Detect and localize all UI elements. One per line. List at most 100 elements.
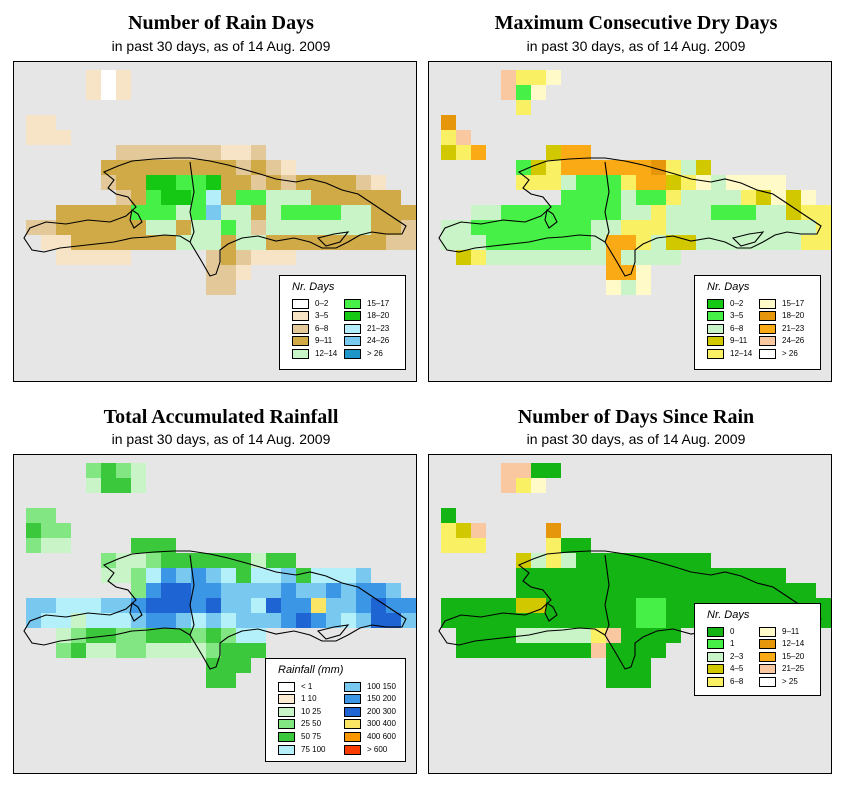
grid-cell	[636, 613, 651, 628]
grid-cell	[501, 70, 516, 85]
grid-cell	[86, 478, 101, 493]
grid-cell	[146, 175, 161, 190]
grid-cell	[666, 175, 681, 190]
days-since-rain-legend: Nr. Days 0 1 2–3 4–5 6–8 9–11 12–14 15–20 21–25 > …	[694, 603, 821, 696]
grid-cell	[441, 508, 456, 523]
legend-entry: 18–20	[344, 311, 389, 322]
legend-label: 0–2	[730, 298, 744, 308]
legend-entry: 24–26	[344, 336, 389, 347]
grid-cell	[576, 160, 591, 175]
grid-cell	[251, 160, 266, 175]
grid-cell	[161, 175, 176, 190]
grid-cell	[681, 553, 696, 568]
grid-cell	[786, 583, 801, 598]
legend-entry: 300 400	[344, 719, 396, 730]
grid-cell	[666, 598, 681, 613]
grid-cell	[161, 628, 176, 643]
grid-cell	[606, 643, 621, 658]
legend-label: 3–5	[730, 311, 744, 321]
grid-cell	[236, 658, 251, 673]
grid-cell	[71, 250, 86, 265]
days-since-rain-grid	[438, 463, 831, 688]
grid-cell	[456, 628, 471, 643]
grid-cell	[356, 205, 371, 220]
grid-cell	[356, 598, 371, 613]
island-outline	[23, 157, 407, 277]
grid-cell	[561, 553, 576, 568]
grid-cell	[56, 250, 71, 265]
legend-swatch	[344, 719, 361, 730]
grid-cell	[711, 583, 726, 598]
legend-swatch	[292, 336, 309, 347]
grid-cell	[161, 568, 176, 583]
grid-cell	[501, 478, 516, 493]
grid-cell	[576, 643, 591, 658]
grid-cell	[236, 205, 251, 220]
legend-swatch	[707, 651, 724, 662]
grid-cell	[251, 568, 266, 583]
legend-swatch	[707, 626, 724, 637]
grid-cell	[191, 568, 206, 583]
grid-cell	[26, 508, 41, 523]
panel-rain-days: Number of Rain Days in past 30 days, as …	[13, 0, 429, 382]
grid-cell	[296, 583, 311, 598]
legend-entry: 0	[707, 626, 734, 637]
grid-cell	[546, 598, 561, 613]
grid-cell	[101, 643, 116, 658]
grid-cell	[416, 235, 417, 250]
grid-cell	[711, 190, 726, 205]
grid-cell	[266, 205, 281, 220]
grid-cell	[636, 190, 651, 205]
island-outline	[438, 157, 822, 277]
grid-cell	[311, 568, 326, 583]
grid-cell	[486, 643, 501, 658]
grid-cell	[621, 568, 636, 583]
grid-cell	[591, 205, 606, 220]
grid-cell	[606, 568, 621, 583]
grid-cell	[591, 643, 606, 658]
panel-rainfall: Total Accumulated Rainfall in past 30 da…	[13, 395, 429, 776]
grid-cell	[206, 235, 221, 250]
grid-cell	[341, 220, 356, 235]
grid-cell	[281, 160, 296, 175]
grid-cell	[131, 598, 146, 613]
grid-cell	[161, 220, 176, 235]
grid-cell	[401, 205, 416, 220]
grid-cell	[621, 613, 636, 628]
grid-cell	[191, 220, 206, 235]
grid-cell	[401, 220, 416, 235]
legend-entry: 9–11	[759, 626, 799, 637]
grid-cell	[621, 280, 636, 295]
legend-label: 12–14	[782, 639, 805, 649]
grid-cell	[501, 613, 516, 628]
grid-cell	[531, 478, 546, 493]
grid-cell	[56, 643, 71, 658]
grid-cell	[146, 613, 161, 628]
grid-cell	[281, 553, 296, 568]
grid-cell	[206, 220, 221, 235]
grid-cell	[281, 568, 296, 583]
grid-cell	[221, 220, 236, 235]
grid-cell	[561, 190, 576, 205]
legend-swatch	[707, 664, 724, 675]
grid-cell	[486, 235, 501, 250]
grid-cell	[741, 568, 756, 583]
grid-cell	[501, 598, 516, 613]
grid-cell	[191, 205, 206, 220]
grid-cell	[741, 235, 756, 250]
grid-cell	[636, 643, 651, 658]
grid-cell	[296, 568, 311, 583]
grid-cell	[651, 583, 666, 598]
grid-cell	[666, 250, 681, 265]
grid-cell	[531, 175, 546, 190]
rainfall-cells	[26, 463, 416, 688]
grid-cell	[131, 235, 146, 250]
grid-cell	[561, 598, 576, 613]
grid-cell	[546, 463, 561, 478]
grid-cell	[726, 220, 741, 235]
grid-cell	[456, 643, 471, 658]
legend-label: 50 75	[301, 731, 322, 741]
grid-cell	[441, 130, 456, 145]
grid-cell	[131, 553, 146, 568]
grid-cell	[801, 235, 816, 250]
